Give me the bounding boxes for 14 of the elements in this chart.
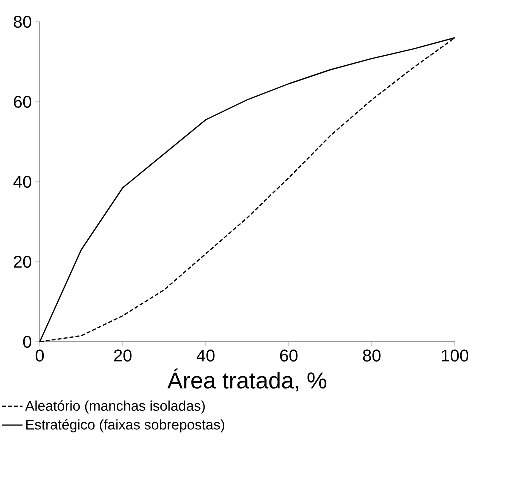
y-tick-label: 80 — [14, 16, 32, 28]
y-tick-label: 60 — [14, 96, 32, 108]
legend-label: Aleatório (manchas isoladas) — [25, 400, 206, 414]
x-tick-label: 60 — [280, 350, 298, 362]
y-tick-label: 20 — [14, 256, 32, 268]
x-tick-label: 40 — [196, 350, 215, 362]
x-axis-title: Área tratada, % — [168, 368, 327, 392]
x-tick-label: 20 — [114, 350, 132, 362]
legend-label: Estratégico (faixas sobrepostas) — [26, 419, 224, 433]
x-tick-label: 0 — [36, 350, 44, 362]
x-tick-label: 100 — [442, 350, 469, 362]
y-tick-label: 40 — [14, 176, 32, 188]
x-tick-label: 80 — [363, 350, 381, 362]
y-tick-label: 0 — [23, 336, 32, 348]
